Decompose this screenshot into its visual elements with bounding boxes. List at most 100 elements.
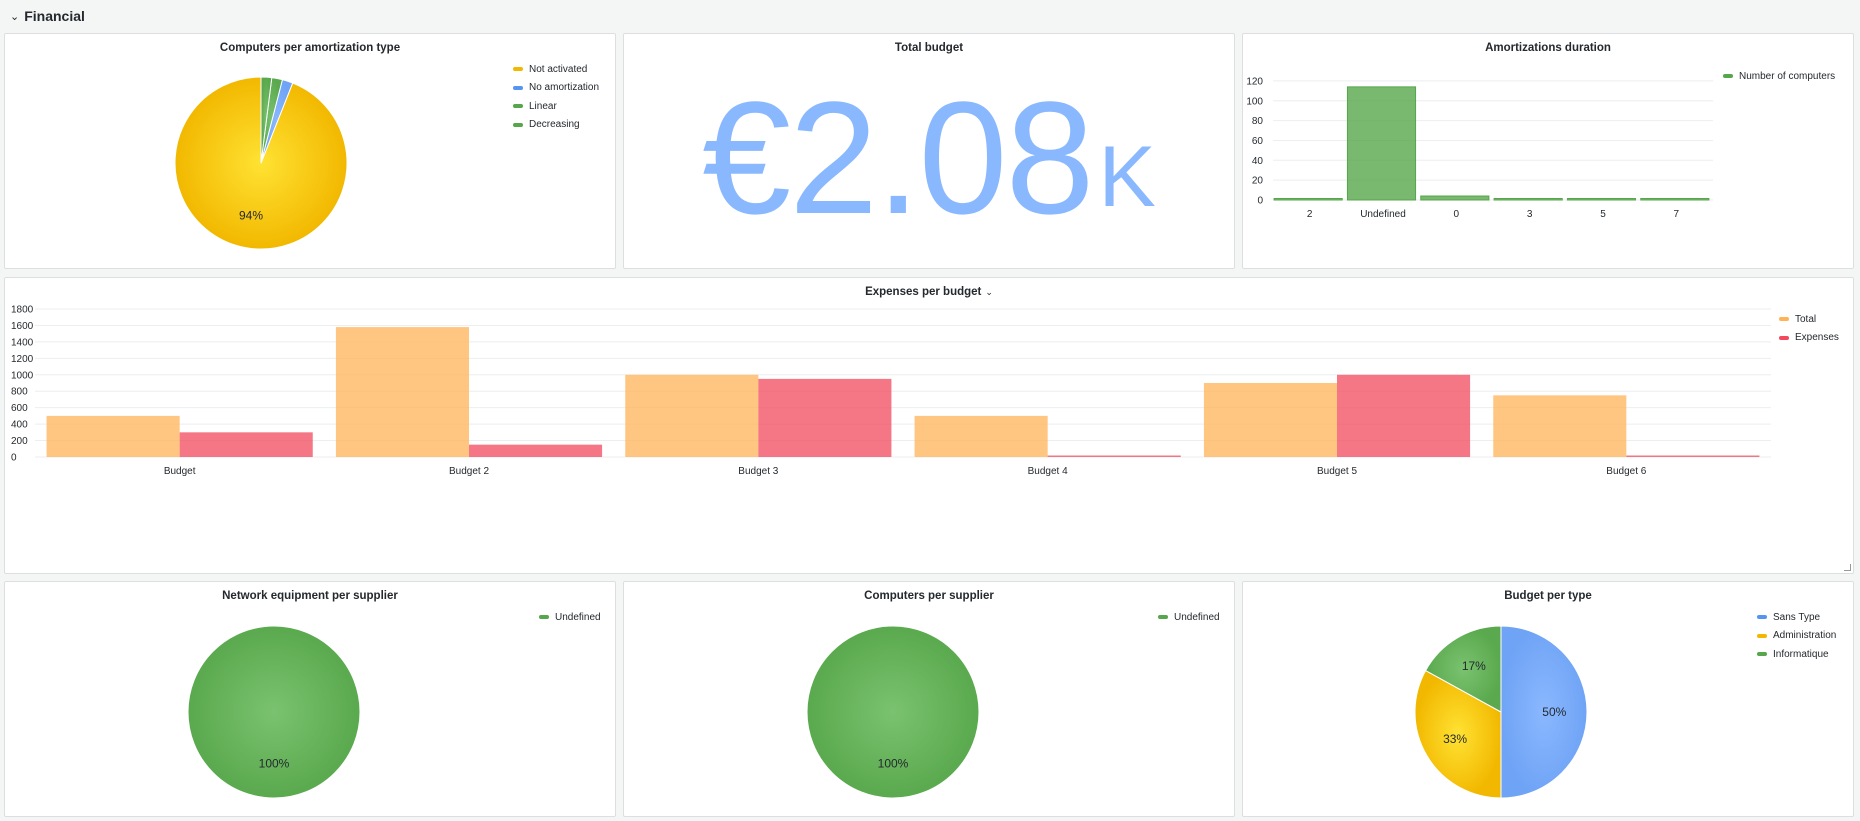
panel-title: Computers per supplier xyxy=(864,590,994,602)
bar[interactable] xyxy=(914,415,1048,457)
bar[interactable] xyxy=(1337,374,1471,457)
slice-label: 100% xyxy=(878,757,909,771)
y-tick-label: 120 xyxy=(1246,76,1263,87)
amortization-type-pie: 94% xyxy=(174,76,348,250)
panel-title: Budget per type xyxy=(1504,590,1592,602)
legend-label: Total xyxy=(1795,313,1817,325)
x-tick-label: Undefined xyxy=(1360,209,1406,220)
legend-item[interactable]: Number of computers xyxy=(1723,67,1835,86)
expenses-per-budget-chart: 0 200 400 600 800 1000 1200 1400 1600 1800 Budget B… xyxy=(11,305,1771,477)
x-tick-label: Budget 5 xyxy=(1317,466,1357,477)
legend-swatch xyxy=(1757,633,1767,638)
bar[interactable] xyxy=(758,378,892,457)
budget-type-pie: 50% 33% 17% xyxy=(1414,625,1588,799)
y-tick-label: 1000 xyxy=(11,370,34,381)
panel-amortizations-duration[interactable]: Amortizations duration 0 20 40 60 80 100 120 2 U… xyxy=(1242,33,1854,269)
pie-slice[interactable] xyxy=(1414,669,1502,799)
legend-item[interactable]: Linear xyxy=(513,97,599,116)
bar[interactable] xyxy=(1047,455,1181,458)
legend-item[interactable]: Undefined xyxy=(1158,608,1220,627)
legend-label: Not activated xyxy=(529,63,588,75)
panel-title: Computers per amortization type xyxy=(219,42,401,54)
slice-label: 17% xyxy=(1462,659,1486,673)
slice-label: 50% xyxy=(1542,705,1566,719)
legend-swatch xyxy=(1757,615,1767,620)
legend-label: Decreasing xyxy=(529,119,580,131)
slice-label: 94% xyxy=(239,208,263,222)
y-tick-label: 0 xyxy=(11,453,17,464)
pie-slice[interactable] xyxy=(1424,625,1502,713)
bar[interactable] xyxy=(1346,86,1417,201)
pie-slice[interactable] xyxy=(260,76,273,164)
panel-budget-per-type[interactable]: Budget per type 50% 33% 17% Sans Type Admin… xyxy=(1242,581,1854,817)
legend-swatch xyxy=(1757,652,1767,657)
bar[interactable] xyxy=(179,432,313,457)
bar[interactable] xyxy=(1420,195,1490,201)
total-budget-stat: €2.08 K xyxy=(624,48,1234,268)
legend-label: Number of computers xyxy=(1739,70,1836,82)
legend-item[interactable]: Sans Type xyxy=(1757,608,1836,627)
y-tick-label: 0 xyxy=(1257,196,1263,207)
y-tick-label: 600 xyxy=(11,403,28,414)
section-title: Financial xyxy=(24,8,85,24)
legend-item[interactable]: Expenses xyxy=(1779,329,1839,348)
legend-item[interactable]: Decreasing xyxy=(513,116,599,135)
bar[interactable] xyxy=(1493,198,1563,201)
y-tick-label: 1600 xyxy=(11,321,34,332)
legend-item[interactable]: Total xyxy=(1779,310,1839,329)
bar[interactable] xyxy=(46,415,180,457)
bar[interactable] xyxy=(1640,198,1710,201)
bar[interactable] xyxy=(1566,198,1637,201)
panel-title-text: Expenses per budget xyxy=(865,286,982,298)
legend-item[interactable]: No amortization xyxy=(513,79,599,98)
pie-slice[interactable] xyxy=(187,625,361,799)
legend-label: Linear xyxy=(529,100,557,112)
legend-item[interactable]: Administration xyxy=(1757,627,1836,646)
panel-title[interactable]: Expenses per budget ⌄ xyxy=(5,286,1853,298)
section-header-financial[interactable]: ⌄ Financial xyxy=(10,5,85,27)
bar[interactable] xyxy=(469,444,603,457)
panel-computers-supplier[interactable]: Computers per supplier 100% Undefined xyxy=(623,581,1235,817)
panel-amortization-type[interactable]: Computers per amortization type 94% Not … xyxy=(4,33,616,269)
legend-label: Undefined xyxy=(555,611,601,623)
bar[interactable] xyxy=(1203,383,1337,457)
legend-label: Administration xyxy=(1773,630,1837,642)
legend-label: Expenses xyxy=(1795,332,1839,344)
pie-slice[interactable] xyxy=(1500,625,1588,799)
amortizations-duration-legend: Number of computers xyxy=(1723,67,1835,86)
panel-title: Total budget xyxy=(894,42,964,54)
y-tick-label: 40 xyxy=(1252,156,1264,167)
bar[interactable] xyxy=(1273,198,1343,201)
legend-item[interactable]: Informatique xyxy=(1757,645,1836,664)
legend-swatch xyxy=(1779,335,1789,340)
legend-item[interactable]: Undefined xyxy=(539,608,601,627)
legend-item[interactable]: Not activated xyxy=(513,60,599,79)
pie-slice[interactable] xyxy=(806,625,980,799)
resize-handle[interactable] xyxy=(1844,564,1851,571)
bar[interactable] xyxy=(1493,395,1627,457)
bar[interactable] xyxy=(1626,455,1760,458)
bar[interactable] xyxy=(625,374,759,457)
panel-total-budget[interactable]: Total budget €2.08 K xyxy=(623,33,1235,269)
panel-network-equipment-supplier[interactable]: Network equipment per supplier 100% Unde… xyxy=(4,581,616,817)
chevron-down-icon: ⌄ xyxy=(985,287,993,297)
legend-label: Sans Type xyxy=(1773,611,1821,623)
x-tick-label: 3 xyxy=(1527,209,1533,220)
y-tick-label: 1400 xyxy=(11,337,34,348)
x-tick-label: Budget xyxy=(164,466,196,477)
y-tick-label: 80 xyxy=(1252,116,1264,127)
x-tick-label: 7 xyxy=(1674,209,1680,220)
budget-type-legend: Sans Type Administration Informatique xyxy=(1757,608,1836,664)
panel-expenses-per-budget[interactable]: Expenses per budget ⌄ 0 200 400 600 800 1000 12… xyxy=(4,277,1854,574)
x-tick-label: Budget 2 xyxy=(449,466,489,477)
slice-label: 33% xyxy=(1443,732,1467,746)
legend-label: Informatique xyxy=(1773,648,1829,660)
y-tick-label: 20 xyxy=(1252,176,1264,187)
legend-swatch xyxy=(1723,74,1733,79)
y-tick-label: 100 xyxy=(1246,96,1263,107)
amortization-type-legend: Not activated No amortization Linear Decrea… xyxy=(513,60,599,134)
computers-supplier-legend: Undefined xyxy=(1158,608,1220,627)
legend-swatch xyxy=(539,615,549,620)
bar[interactable] xyxy=(335,327,469,457)
legend-label: No amortization xyxy=(529,82,600,94)
